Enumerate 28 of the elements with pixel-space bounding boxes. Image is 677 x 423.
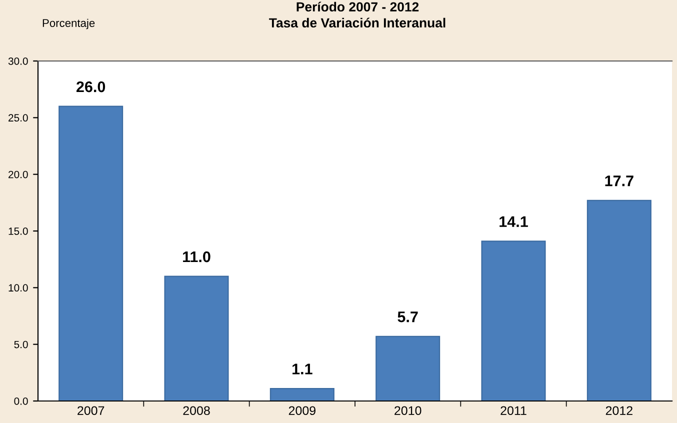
- x-tick-label: 2010: [394, 406, 422, 416]
- bar: [164, 276, 229, 401]
- bar: [270, 388, 334, 401]
- data-label: 17.7: [605, 176, 634, 186]
- bar: [481, 240, 546, 401]
- y-axis-title: Porcentaje: [42, 18, 95, 30]
- x-tick-label: 2009: [288, 406, 316, 416]
- y-tick-label: 30.0: [8, 58, 28, 65]
- y-tick-label: 20.0: [8, 170, 28, 178]
- data-label: 26.0: [76, 81, 106, 92]
- bar: [58, 106, 124, 401]
- y-tick-label: 5.0: [14, 340, 28, 348]
- data-label: 11.0: [183, 251, 210, 262]
- x-tick-label: 2007: [78, 406, 104, 416]
- x-tick-label: 2011: [500, 406, 526, 416]
- bar: [376, 336, 440, 401]
- chart-title: Período 2007 - 2012: [296, 2, 419, 12]
- data-label: 5.7: [398, 312, 418, 322]
- y-tick-label: 25.0: [8, 114, 28, 122]
- bar: [586, 200, 652, 401]
- data-label: 1.1: [292, 364, 312, 374]
- x-tick-label: 2008: [183, 406, 210, 416]
- y-tick-label: 10.0: [8, 284, 28, 292]
- x-tick-label: 2012: [606, 406, 632, 416]
- data-label: 14.1: [500, 216, 528, 227]
- chart-subtitle: Tasa de Variación Interanual: [269, 18, 446, 28]
- y-tick-label: 15.0: [8, 228, 28, 235]
- y-tick-label: 0.0: [14, 398, 28, 405]
